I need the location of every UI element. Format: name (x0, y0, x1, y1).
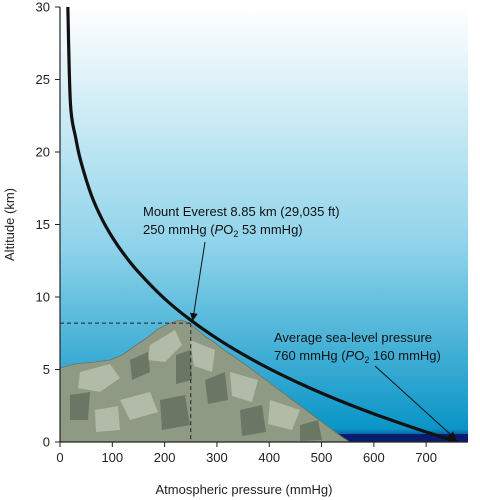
y-axis-label: Altitude (km) (2, 188, 17, 261)
mountain-dark-patch (205, 372, 228, 404)
x-axis-label: Atmospheric pressure (mmHg) (156, 482, 333, 497)
x-tick-label: 100 (101, 450, 123, 465)
annotation-line: Mount Everest 8.85 km (29,035 ft) (143, 204, 340, 219)
y-tick-label: 25 (36, 72, 50, 87)
annotation-sea-level: Average sea-level pressure 760 mmHg (PO2 … (274, 330, 457, 440)
mountain-light-patch (95, 406, 120, 432)
annotations: Mount Everest 8.85 km (29,035 ft) 250 mmH… (143, 204, 457, 440)
x-tick-label: 400 (258, 450, 280, 465)
annotation-line: 760 mmHg (PO2 160 mmHg) (274, 348, 441, 365)
y-tick-label: 20 (36, 145, 50, 160)
mountain-dark-patch (70, 392, 90, 420)
mountain-light-patch (190, 340, 215, 372)
mountain-light-patch (268, 400, 300, 430)
mountain-light-patch (230, 372, 258, 402)
annotation-line: Average sea-level pressure (274, 330, 432, 345)
mountain-illustration (60, 319, 468, 442)
x-tick-label: 600 (363, 450, 385, 465)
mountain-dark-patch (176, 350, 192, 384)
annotation-arrow (189, 241, 206, 322)
mountain-dark-patch (130, 352, 150, 380)
annotation-line: 250 mmHg (PO2 53 mmHg) (143, 222, 303, 239)
x-tick-label: 300 (206, 450, 228, 465)
annotation-arrow (374, 365, 457, 440)
y-tick-label: 30 (36, 0, 50, 15)
mountain-dark-patch (300, 420, 322, 441)
mountain-light-patch (120, 392, 158, 420)
everest-guide-lines (60, 322, 192, 442)
y-axis-ticks: 0 5 10 15 20 25 30 (36, 0, 60, 450)
mountain-dark-patch (160, 395, 190, 430)
y-tick-label: 5 (43, 362, 50, 377)
mountain-light-patch (78, 364, 120, 392)
x-tick-label: 200 (154, 450, 176, 465)
x-tick-label: 0 (56, 450, 63, 465)
y-tick-label: 10 (36, 290, 50, 305)
y-tick-label: 15 (36, 217, 50, 232)
annotation-everest: Mount Everest 8.85 km (29,035 ft) 250 mmH… (143, 204, 340, 322)
x-tick-label: 500 (311, 450, 333, 465)
mountain-dark-patch (240, 405, 266, 436)
x-axis-ticks: 0 100 200 300 400 500 600 700 (56, 442, 437, 465)
y-tick-label: 0 (43, 435, 50, 450)
x-tick-label: 700 (415, 450, 437, 465)
mountain-light-patch (148, 330, 182, 362)
